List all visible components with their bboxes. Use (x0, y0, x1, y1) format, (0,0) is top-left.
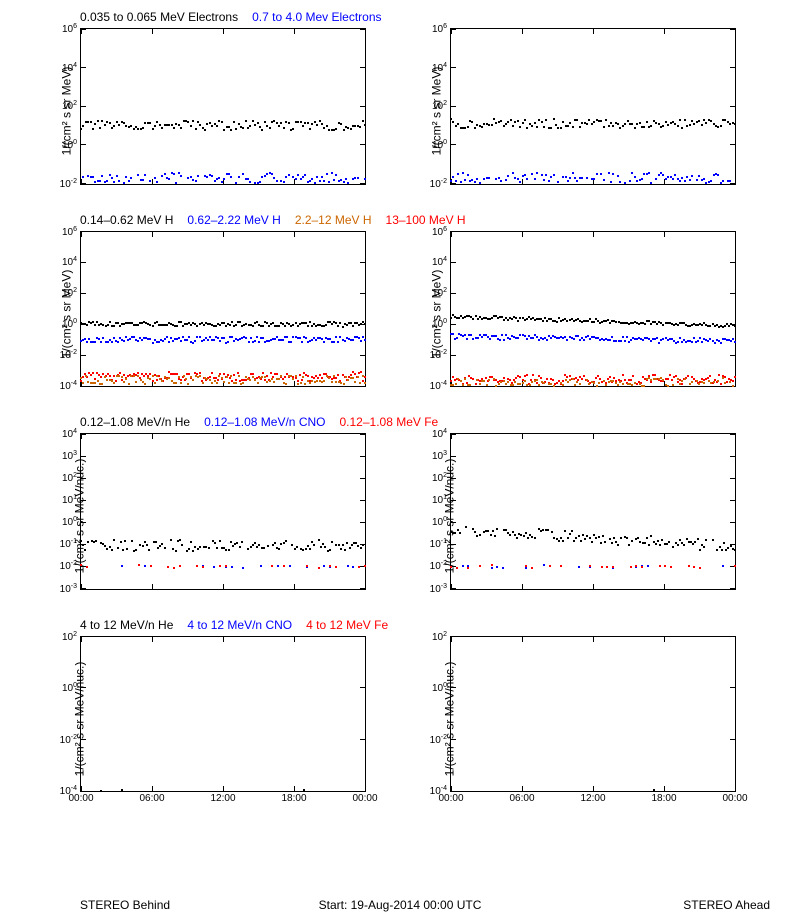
y-tick: 100 (432, 516, 451, 528)
y-tick: 102 (62, 287, 81, 299)
y-tick: 106 (62, 23, 81, 35)
y-tick: 102 (432, 100, 451, 112)
y-tick: 102 (432, 630, 451, 642)
y-tick: 10-2 (60, 733, 81, 745)
panel-r3-c0: 4 to 12 MeV/n He4 to 12 MeV/n CNO4 to 12… (20, 618, 370, 821)
x-tick: 06:00 (509, 791, 534, 804)
y-tick: 100 (62, 682, 81, 694)
y-tick: 100 (62, 516, 81, 528)
series-title: 2.2–12 MeV H (295, 213, 372, 227)
plot-area: 10-410-210010200:0006:0012:0018:0000:00 (450, 636, 736, 793)
y-tick: 102 (432, 287, 451, 299)
plot-area: 10-310-210-1100101102103104 (80, 433, 366, 590)
x-tick: 00:00 (722, 791, 747, 804)
y-tick: 10-3 (60, 582, 81, 594)
y-tick: 100 (432, 139, 451, 151)
series-title: 4 to 12 MeV Fe (306, 618, 388, 632)
y-tick: 10-1 (60, 538, 81, 550)
y-tick: 10-2 (430, 733, 451, 745)
y-tick: 10-1 (430, 538, 451, 550)
series-title: 0.14–0.62 MeV H (80, 213, 173, 227)
panel-r2-c0: 0.12–1.08 MeV/n He0.12–1.08 MeV/n CNO0.1… (20, 415, 370, 618)
y-tick: 106 (432, 23, 451, 35)
panel-r1-c1: 1/(cm² s sr MeV)10-410-2100102104106 (390, 213, 740, 416)
y-axis-label: 1/(cm² s sr MeV) (59, 269, 73, 358)
series-title: 0.62–2.22 MeV H (187, 213, 280, 227)
series-title: 4 to 12 MeV/n He (80, 618, 173, 632)
y-tick: 102 (432, 472, 451, 484)
panel-r1-c0: 0.14–0.62 MeV H 0.62–2.22 MeV H 2.2–12 MeV… (20, 213, 370, 416)
y-tick: 10-2 (60, 349, 81, 361)
plot-area: 10-2100102104106 (450, 28, 736, 185)
panel-r0-c0: 0.035 to 0.065 MeV Electrons0.7 to 4.0 M… (20, 10, 370, 213)
series-title: 4 to 12 MeV/n CNO (187, 618, 292, 632)
y-axis-label: 1/(cm² s sr MeV) (429, 269, 443, 358)
x-tick: 00:00 (68, 791, 93, 804)
y-tick: 100 (62, 139, 81, 151)
y-tick: 104 (62, 61, 81, 73)
y-tick: 100 (432, 318, 451, 330)
x-tick: 18:00 (281, 791, 306, 804)
plot-area: 10-410-2100102104106 (450, 231, 736, 388)
label-start: Start: 19-Aug-2014 00:00 UTC (319, 898, 482, 912)
series-title: 0.12–1.08 MeV/n He (80, 415, 190, 429)
y-tick: 100 (62, 318, 81, 330)
y-tick: 102 (62, 472, 81, 484)
label-behind: STEREO Behind (80, 898, 170, 912)
y-tick: 104 (432, 61, 451, 73)
series-title: 0.035 to 0.065 MeV Electrons (80, 10, 238, 24)
x-tick: 18:00 (651, 791, 676, 804)
y-tick: 102 (62, 100, 81, 112)
chart-grid: 0.035 to 0.065 MeV Electrons 0.7 to 4.0 M… (0, 0, 760, 850)
y-tick: 10-2 (60, 177, 81, 189)
plot-area: 10-310-210-1100101102103104 (450, 433, 736, 590)
y-tick: 104 (62, 256, 81, 268)
y-tick: 100 (432, 682, 451, 694)
y-tick: 10-2 (430, 349, 451, 361)
plot-area: 10-410-210010200:0006:0012:0018:0000:00 (80, 636, 366, 793)
panel-r0-c1: 1/(cm² s sr MeV)10-2100102104106 (390, 10, 740, 213)
y-tick: 101 (62, 494, 81, 506)
panel-titles: 4 to 12 MeV/n He 4 to 12 MeV/n CNO 4 to 12… (80, 618, 402, 634)
panel-r3-c1: 1/(cm² s sr MeV/nuc.)10-410-210010200:00… (390, 618, 740, 821)
y-tick: 10-2 (430, 177, 451, 189)
y-tick: 10-2 (60, 560, 81, 572)
x-tick: 12:00 (210, 791, 235, 804)
panel-titles: 0.035 to 0.065 MeV Electrons 0.7 to 4.0 M… (80, 10, 396, 26)
y-tick: 102 (62, 630, 81, 642)
x-tick: 00:00 (438, 791, 463, 804)
x-tick: 00:00 (352, 791, 377, 804)
y-tick: 103 (432, 450, 451, 462)
y-tick: 106 (62, 225, 81, 237)
y-tick: 101 (432, 494, 451, 506)
label-ahead: STEREO Ahead (683, 898, 770, 912)
y-tick: 10-4 (60, 380, 81, 392)
series-title: 0.7 to 4.0 Mev Electrons (252, 10, 381, 24)
y-tick: 104 (432, 256, 451, 268)
x-tick: 06:00 (139, 791, 164, 804)
plot-area: 10-2100102104106 (80, 28, 366, 185)
y-tick: 104 (432, 428, 451, 440)
y-tick: 106 (432, 225, 451, 237)
series-title: 0.12–1.08 MeV/n CNO (204, 415, 325, 429)
y-tick: 104 (62, 428, 81, 440)
y-tick: 10-2 (430, 560, 451, 572)
panel-r2-c1: 1/(cm² s sr MeV/nuc.)10-310-210-11001011… (390, 415, 740, 618)
y-tick: 10-4 (430, 380, 451, 392)
x-tick: 12:00 (580, 791, 605, 804)
y-tick: 103 (62, 450, 81, 462)
plot-area: 10-410-2100102104106 (80, 231, 366, 388)
y-tick: 10-3 (430, 582, 451, 594)
